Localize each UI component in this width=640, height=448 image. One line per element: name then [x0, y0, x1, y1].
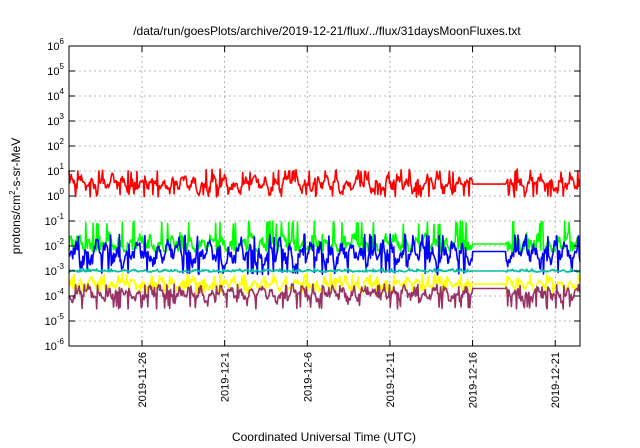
- y-tick-label: 104: [47, 87, 64, 103]
- series-line-5: [68, 272, 581, 295]
- series-line-4: [68, 267, 581, 273]
- series-line-2: [68, 220, 581, 253]
- series-line-3: [68, 233, 581, 276]
- y-axis-title-text: protons/cm2-s-sr-MeV: [8, 138, 23, 254]
- x-axis-title: Coordinated Universal Time (UTC): [232, 430, 416, 444]
- x-tick-label: 2019-12-21: [550, 352, 562, 408]
- x-tick-label: 2019-12-11: [385, 352, 397, 407]
- x-tick-label: 2019-12-6: [302, 352, 314, 402]
- y-tick-label: 10-4: [45, 287, 65, 303]
- y-tick-label: 101: [47, 162, 64, 178]
- y-tick-label: 10-1: [45, 212, 65, 228]
- data-series-group: [68, 168, 581, 310]
- y-tick-label: 10-2: [45, 237, 65, 253]
- axis-ticks: 106 105 104 103 102 101 100 10-1 10-2 10-3 10-4 10-…: [45, 37, 580, 408]
- y-tick-label: 100: [47, 187, 64, 203]
- chart-title: /data/run/goesPlots/archive/2019-12-21/f…: [133, 24, 521, 38]
- y-tick-label: 103: [47, 112, 64, 128]
- y-tick-label: 10-6: [45, 337, 65, 353]
- series-line-6: [68, 283, 581, 310]
- y-tick-label: 10-5: [45, 312, 65, 328]
- y-tick-label: 102: [47, 137, 64, 153]
- x-tick-label: 2019-12-16: [468, 352, 480, 408]
- y-tick-label: 106: [47, 37, 64, 53]
- y-axis-title: protons/cm2-s-sr-MeV: [8, 138, 23, 254]
- y-tick-label: 105: [47, 62, 64, 78]
- series-line-1: [68, 168, 581, 198]
- x-tick-label: 2019-11-26: [137, 352, 149, 407]
- grid: [69, 46, 580, 346]
- y-tick-label: 10-3: [45, 262, 65, 278]
- x-tick-label: 2019-12-1: [220, 352, 232, 402]
